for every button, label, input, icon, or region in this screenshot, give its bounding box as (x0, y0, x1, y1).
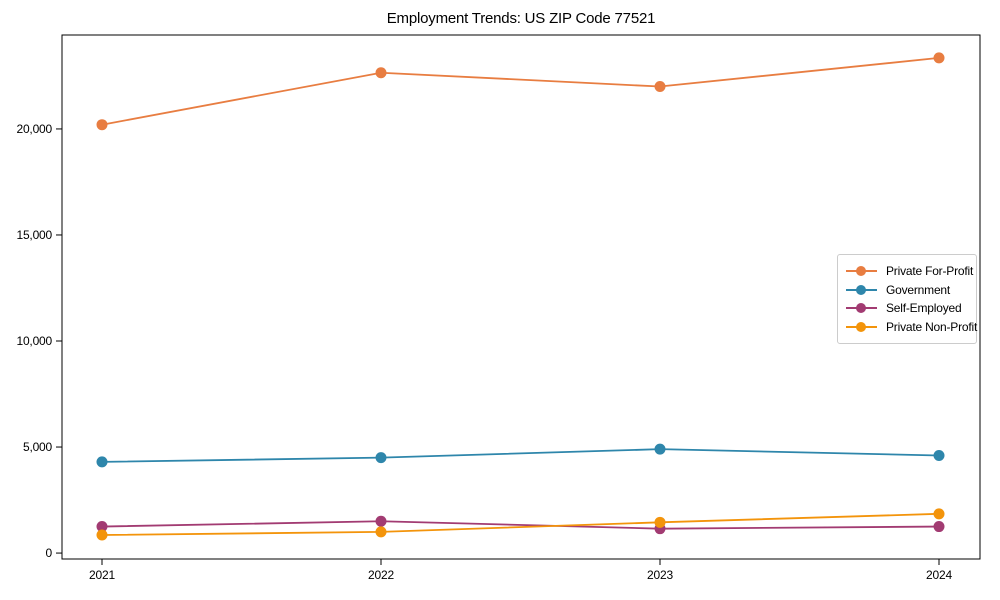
legend-marker-icon (856, 303, 866, 314)
x-tick-label: 2022 (368, 568, 394, 582)
x-tick-label: 2024 (926, 568, 952, 582)
legend-marker-icon (856, 266, 866, 276)
point-private-non-profit (654, 516, 666, 528)
point-government (375, 452, 387, 464)
y-tick-label: 0 (46, 546, 53, 560)
legend-marker-icon (856, 321, 866, 332)
legend-item-private-non-profit: Private Non-Profit (846, 318, 977, 336)
point-self-employed (96, 521, 108, 533)
point-private-non-profit (96, 529, 108, 541)
line-government (101, 448, 940, 463)
point-government (96, 456, 108, 468)
point-private-non-profit (375, 526, 387, 538)
point-private-for-profit (375, 67, 387, 79)
line-private-for-profit (101, 57, 940, 126)
legend-label: Self-Employed (886, 301, 962, 316)
point-self-employed (375, 515, 387, 527)
point-private-non-profit (933, 508, 945, 520)
legend-label: Private For-Profit (886, 264, 974, 278)
y-tick-label: 15,000 (16, 228, 52, 242)
chart-title: Employment Trends: US ZIP Code 77521 (386, 10, 656, 27)
point-government (654, 443, 666, 455)
line-private-non-profit (101, 512, 940, 536)
plot-border (61, 34, 981, 560)
x-tick-label: 2021 (89, 568, 115, 582)
line-self-employed (101, 520, 940, 530)
point-private-for-profit (654, 81, 666, 93)
legend-line-sample-icon (846, 284, 877, 295)
legend-item-government: Government (846, 281, 968, 299)
chart-legend: Private For-Profit Government Self-Employe… (837, 254, 977, 344)
y-tick-label: 20,000 (16, 122, 52, 136)
legend-line-sample-icon (846, 266, 877, 276)
legend-item-private-for-profit: Private For-Profit (846, 262, 973, 280)
point-private-for-profit (96, 119, 108, 131)
point-self-employed (933, 521, 945, 533)
point-private-for-profit (933, 52, 945, 64)
legend-marker-icon (856, 284, 866, 295)
legend-item-self-employed: Self-Employed (846, 299, 968, 317)
legend-line-sample-icon (846, 303, 877, 314)
legend-label: Government (886, 282, 951, 297)
legend-line-sample-icon (846, 321, 877, 332)
y-tick-label: 10,000 (16, 334, 52, 348)
y-tick-label: 5,000 (23, 440, 53, 454)
x-tick-label: 2023 (647, 568, 673, 582)
legend-label: Private Non-Profit (886, 319, 978, 334)
point-government (933, 450, 945, 462)
